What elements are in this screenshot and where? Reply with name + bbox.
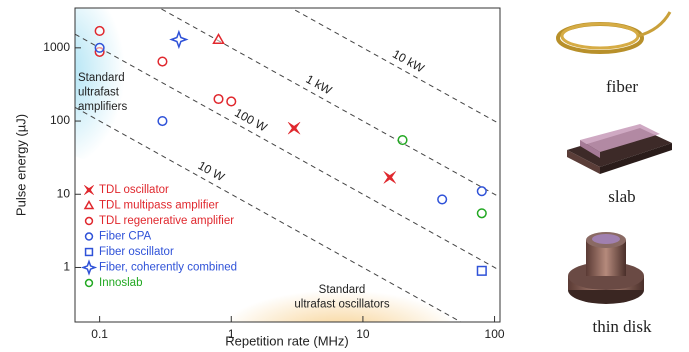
slab-illustration <box>567 124 672 174</box>
y-tick-label: 1 <box>63 260 70 274</box>
power-line-label: 10 kW <box>390 47 427 76</box>
data-point <box>476 208 487 219</box>
data-point <box>212 32 225 44</box>
x-axis-label: Repetition rate (MHz) <box>225 333 349 348</box>
legend-marker <box>84 247 94 257</box>
x-tick-label: 100 <box>485 327 505 341</box>
legend-marker <box>83 184 95 196</box>
legend-marker <box>84 278 94 288</box>
fiber-illustration <box>556 11 672 54</box>
data-point <box>226 96 237 107</box>
data-point <box>383 171 396 184</box>
x-tick-label: 10 <box>356 327 370 341</box>
legend-label: Fiber oscillator <box>99 246 174 258</box>
region-label: ultrafast oscillators <box>294 299 389 311</box>
region-label: Standard <box>319 284 366 296</box>
data-point <box>157 56 168 67</box>
power-line-label: 100 W <box>232 105 270 134</box>
region-label: amplifiers <box>78 101 127 113</box>
illustration-label: fiber <box>606 77 638 96</box>
amplifier-glow <box>75 8 147 160</box>
data-point <box>397 135 408 146</box>
x-tick-label: 1 <box>228 327 235 341</box>
power-line <box>290 8 500 125</box>
data-point <box>94 25 105 37</box>
legend-label: Innoslab <box>99 277 142 289</box>
y-tick-label: 10 <box>57 186 71 200</box>
region-label: Standard <box>78 72 125 84</box>
power-line-label: 10 W <box>196 158 228 184</box>
illustration-label: slab <box>608 187 635 206</box>
legend-label: TDL oscillator <box>99 184 169 196</box>
data-point <box>287 121 301 135</box>
power-lines <box>75 8 500 322</box>
y-tick-label: 100 <box>50 113 70 127</box>
data-point <box>476 265 487 276</box>
data-point <box>476 186 487 197</box>
legend-label: Fiber, coherently combined <box>99 262 237 274</box>
data-point <box>437 194 448 205</box>
x-tick-label: 0.1 <box>91 327 108 341</box>
plot-frame <box>74 7 501 323</box>
data-point <box>157 115 168 127</box>
thin-disk-illustration <box>568 232 644 304</box>
power-line-label: 1 kW <box>304 72 335 98</box>
data-point <box>169 29 189 50</box>
legend-marker <box>84 232 94 241</box>
data-point <box>213 93 224 105</box>
legend-marker <box>84 216 94 226</box>
glows <box>75 8 450 322</box>
illustration-label: thin disk <box>592 317 652 336</box>
legend-label: Fiber CPA <box>99 231 152 243</box>
legend-marker <box>80 259 98 276</box>
y-axis-label: Pulse energy (µJ) <box>13 114 28 216</box>
power-line <box>75 106 462 322</box>
legend-marker <box>83 199 95 210</box>
legend-label: TDL regenerative amplifier <box>99 215 234 227</box>
data-point <box>94 42 105 53</box>
oscillator-glow <box>230 278 450 322</box>
power-line <box>158 8 500 198</box>
y-tick-label: 1000 <box>43 40 70 54</box>
power-line <box>75 33 500 271</box>
region-label: ultrafast <box>78 87 120 99</box>
legend-label: TDL multipass amplifier <box>99 200 219 212</box>
